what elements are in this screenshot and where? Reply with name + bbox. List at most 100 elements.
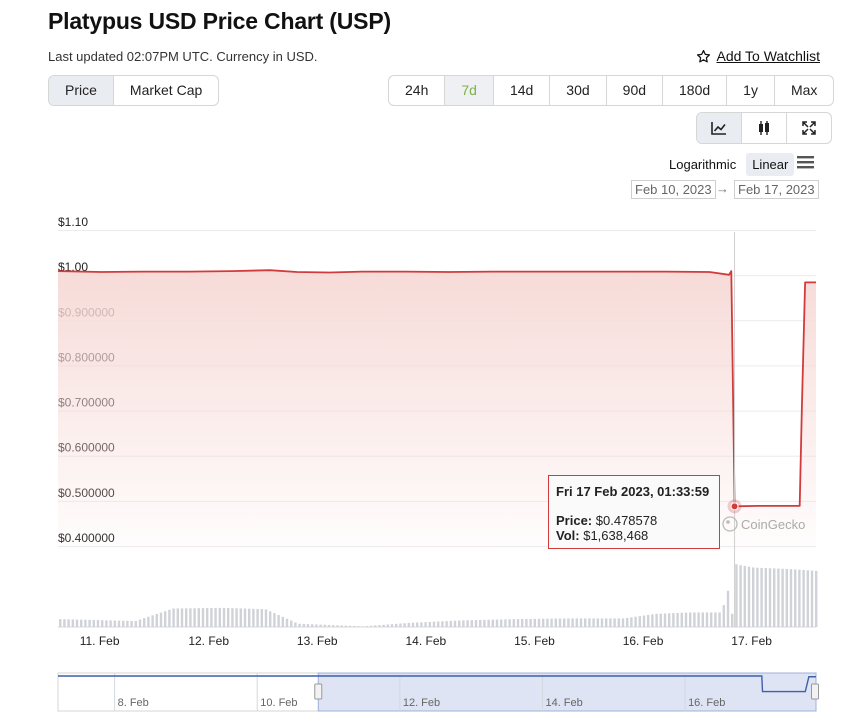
volume-bar [659,613,662,627]
volume-bar [731,613,734,627]
volume-bar [777,568,780,627]
volume-bar [80,619,83,627]
last-updated-text: Last updated 02:07PM UTC. Currency in US… [48,49,318,64]
volume-bar [285,618,289,627]
volume-bar [302,623,305,627]
volume-bar [466,620,469,627]
range-7d[interactable]: 7d [444,76,493,105]
volume-bar [416,622,419,627]
volume-bar [600,618,604,627]
range-90d[interactable]: 90d [605,76,662,105]
volume-bar [382,624,385,627]
volume-bar [651,614,654,627]
x-tick-label: 13. Feb [297,634,338,648]
volume-bar [92,619,95,627]
page-title: Platypus USD Price Chart (USP) [48,8,391,34]
navigator-tick-label: 12. Feb [403,697,440,709]
volume-bar [697,612,700,627]
volume-bar [764,568,767,627]
volume-bar [621,618,625,627]
volume-bar [201,608,205,627]
volume-bar [668,613,671,627]
volume-bar [768,568,772,627]
volume-bar [59,619,62,627]
volume-bar [390,624,394,627]
chart-type-switch [696,112,832,144]
tab-market-cap[interactable]: Market Cap [112,76,218,105]
range-24h[interactable]: 24h [405,82,429,98]
volume-bar [222,607,226,627]
range-30d[interactable]: 30d [549,76,605,105]
volume-bar [546,618,549,627]
candlestick-icon [759,121,769,135]
navigator-handle [811,683,819,700]
scale-linear[interactable]: Linear [746,153,795,176]
volume-bar [143,618,146,627]
volume-bar [626,617,629,627]
volume-bar [441,621,444,627]
scale-toggle: Logarithmic Linear [669,153,795,176]
volume-bar [508,619,511,627]
volume-bar [159,612,163,627]
navigator-tick-label: 10. Feb [260,697,297,709]
volume-bar [180,608,184,627]
volume-bar [63,619,66,627]
range-180d[interactable]: 180d [662,76,726,105]
candlestick-button[interactable] [741,113,786,143]
line-chart-button[interactable] [697,113,741,143]
range-1y[interactable]: 1y [726,76,774,105]
volume-bar [168,609,171,627]
volume-bar [794,569,797,627]
volume-bar [802,570,805,627]
range-tabs: 24h 7d 14d 30d 90d 180d 1y Max [388,75,835,106]
volume-bar [655,613,658,627]
hamburger-menu-icon[interactable] [797,155,814,169]
volume-bar [109,620,112,627]
volume-bar [579,618,583,627]
volume-bar [710,612,713,627]
volume-bar [500,619,503,627]
volume-bar [218,607,221,627]
volume-bar [336,625,339,627]
volume-bar [214,607,217,627]
volume-bar [584,618,587,627]
x-tick-label: 15. Feb [514,634,555,648]
volume-bar [365,626,368,627]
volume-bar [369,625,373,627]
volume-bar [483,619,486,627]
volume-bar [718,612,721,627]
y-tick-label: $1.10 [58,215,88,229]
add-to-watchlist-link[interactable]: Add To Watchlist [696,48,820,64]
volume-bar [642,615,646,627]
volume-bar [269,611,272,627]
x-tick-label: 11. Feb [80,634,120,648]
volume-bar [453,620,457,627]
volume-bar [533,618,536,627]
volume-bar [609,618,612,627]
range-14d[interactable]: 14d [492,76,549,105]
volume-bar [386,624,389,627]
volume-bar [672,613,675,627]
volume-bar [164,611,167,627]
volume-bar [789,569,793,627]
volume-bar [248,608,251,627]
volume-bar [323,624,326,627]
tab-price[interactable]: Price [49,76,113,105]
volume-bar [663,613,667,627]
volume-bar [260,609,263,627]
volume-bar [491,619,494,627]
volume-bar [399,623,402,627]
date-to-input[interactable]: Feb 17, 2023 [734,180,819,199]
volume-bar [588,618,591,627]
scale-logarithmic[interactable]: Logarithmic [669,157,737,172]
volume-bar [185,608,188,627]
date-from-input[interactable]: Feb 10, 2023 [631,180,716,199]
volume-bar [105,620,108,627]
volume-bar [575,618,578,627]
range-max[interactable]: Max [773,76,833,105]
volume-bar [264,609,268,627]
fullscreen-button[interactable] [786,113,831,143]
volume-bar [231,608,234,627]
volume-bar [395,623,398,627]
